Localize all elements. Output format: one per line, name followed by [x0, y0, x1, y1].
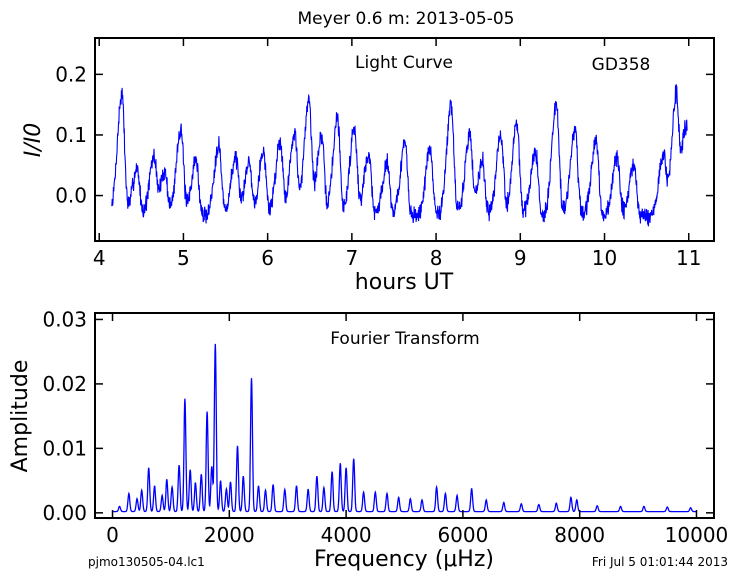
- y-tick-label: 0.01: [42, 436, 87, 460]
- x-tick-label: 6000: [437, 523, 488, 547]
- generation-timestamp: Fri Jul 5 01:01:44 2013: [592, 555, 728, 569]
- fourier-panel: 0 2000 4000 6000 8000 10000 0.00 0.01 0.02 0.03 F…: [8, 307, 728, 572]
- light-curve-ticks: 4 5 6 7 8 9 10 11 0.0 0.1 0.2: [55, 38, 714, 270]
- fourier-y-axis-label: Amplitude: [8, 360, 33, 473]
- y-tick-label: 0.0: [55, 184, 87, 208]
- x-tick-label: 6: [261, 246, 274, 270]
- light-curve-frame: [94, 37, 715, 242]
- fourier-frame: [94, 312, 715, 519]
- light-curve-line: [111, 84, 688, 227]
- x-tick-label: 2000: [204, 523, 255, 547]
- y-tick-label: 0.1: [55, 123, 87, 147]
- x-tick-label: 11: [676, 246, 701, 270]
- x-tick-label: 5: [177, 246, 190, 270]
- light-curve-x-axis-label: hours UT: [355, 270, 454, 295]
- y-tick-label: 0.02: [42, 372, 87, 396]
- x-tick-label: 10000: [665, 523, 729, 547]
- x-tick-label: 0: [106, 523, 119, 547]
- x-tick-label: 4000: [321, 523, 372, 547]
- y-tick-label: 0.2: [55, 62, 87, 86]
- figure-suptitle: Meyer 0.6 m: 2013-05-05: [298, 9, 515, 29]
- fourier-line: [112, 343, 697, 513]
- star-name-label: GD358: [592, 55, 651, 75]
- x-tick-label: 8000: [554, 523, 605, 547]
- x-tick-label: 4: [93, 246, 106, 270]
- x-tick-label: 7: [345, 246, 358, 270]
- fourier-series: [112, 343, 697, 513]
- light-curve-panel: 4 5 6 7 8 9 10 11 0.0 0.1 0.2 Light Curve GD358 ho…: [21, 37, 715, 295]
- x-tick-label: 9: [514, 246, 527, 270]
- y-tick-label: 0.00: [42, 501, 87, 525]
- y-tick-label: 0.03: [42, 307, 87, 331]
- fourier-title: Fourier Transform: [330, 329, 479, 349]
- fourier-ticks: 0 2000 4000 6000 8000 10000 0.00 0.01 0.02 0.03: [42, 307, 728, 547]
- light-curve-title: Light Curve: [355, 53, 453, 73]
- data-filename: pjmo130505-04.lc1: [88, 555, 205, 569]
- light-curve-series: [111, 84, 688, 227]
- x-tick-label: 10: [592, 246, 617, 270]
- light-curve-y-axis-label: I/I0: [21, 123, 46, 157]
- x-tick-label: 8: [430, 246, 443, 270]
- fourier-x-axis-label: Frequency (μHz): [314, 547, 494, 572]
